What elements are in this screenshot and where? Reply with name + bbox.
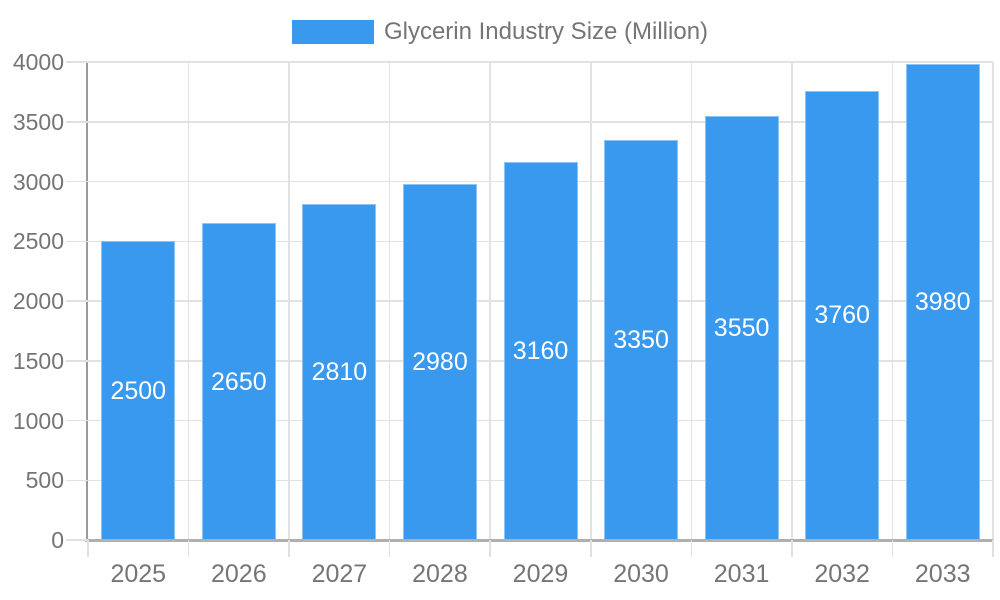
bar-value-label: 3350 [613,325,669,354]
bar-2033: 3980 [905,64,980,540]
x-axis-label: 2025 [110,560,167,588]
y-axis-label: 0 [51,527,64,553]
bar-2028: 2980 [402,183,477,540]
x-axis-tick [690,540,693,557]
bar-value-label: 3760 [814,301,870,330]
bar-2030: 3350 [604,139,679,540]
bar-2031: 3550 [704,115,779,540]
bar-value-label: 3980 [914,288,971,317]
x-axis-tick [891,540,894,557]
y-axis-label: 4000 [12,49,64,75]
bar-2032: 3760 [805,90,880,540]
bar-2026: 2650 [201,223,276,540]
y-axis-tick [66,539,88,541]
bar-value-label: 2980 [412,347,468,376]
gridline-vertical [187,62,190,540]
bar-value-label: 2500 [110,376,167,405]
bar-value-label: 3550 [713,313,770,342]
gridline-vertical [288,62,290,540]
y-axis-tick [66,61,88,63]
x-axis-label: 2030 [613,560,669,588]
plot-area: 2500 2650 2810 2980 3160 3350 3550 3760 3980 0 50… [13,49,994,588]
x-axis-label: 2026 [211,560,267,588]
x-axis-line [85,539,993,542]
legend-item[interactable]: Glycerin Industry Size (Million) [291,17,709,47]
legend-label: Glycerin Industry Size (Million) [383,18,709,45]
y-axis-label: 1500 [12,347,64,374]
gridline-vertical [992,62,994,540]
y-axis-label: 1000 [12,407,64,434]
gridline-horizontal [88,61,993,63]
gridline-vertical [891,62,894,540]
x-axis-label: 2031 [713,560,770,588]
y-axis-label: 3000 [12,168,64,195]
x-axis-tick [992,540,994,557]
x-axis-label: 2027 [311,560,368,588]
bar-2027: 2810 [302,204,377,540]
x-axis-tick [791,540,793,557]
x-axis-label: 2029 [512,560,569,588]
bar-value-label: 2650 [211,367,267,396]
gridline-vertical [690,62,693,540]
x-axis-label: 2032 [814,560,870,588]
y-axis-label: 2000 [12,288,64,314]
x-axis-tick [288,540,290,557]
x-axis-label: 2028 [412,560,468,588]
bar-value-label: 3160 [512,337,569,366]
y-axis-tick [66,121,88,123]
y-axis-tick [66,479,88,481]
y-axis-tick [66,419,88,422]
gridline-vertical [388,62,391,540]
x-axis-tick [388,540,391,557]
x-axis-label: 2033 [914,560,971,588]
gridline-vertical [489,62,491,540]
gridline-vertical [791,62,793,540]
y-axis-tick [66,180,88,183]
bar-2025: 2500 [101,241,176,540]
x-axis-tick [187,540,190,557]
gridline-vertical [590,62,592,540]
y-axis-label: 2500 [12,228,64,255]
y-axis-tick [66,360,88,362]
y-axis-label: 500 [25,467,64,494]
y-axis-tick [66,300,88,302]
x-axis-tick [87,540,89,557]
legend-swatch-icon [291,20,374,44]
y-axis-tick [66,240,88,242]
y-axis-label: 3500 [12,108,64,135]
bar-value-label: 2810 [311,358,368,387]
bar-2029: 3160 [503,162,578,540]
legend: Glycerin Industry Size (Million) [0,12,1000,52]
x-axis-tick [590,540,592,557]
x-axis-tick [489,540,491,557]
gridline-horizontal [88,121,993,123]
